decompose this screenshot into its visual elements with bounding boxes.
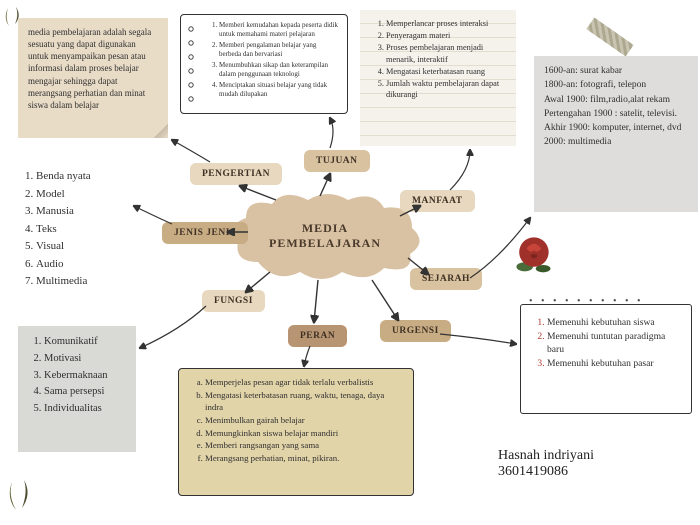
- mindmap-canvas: media pembelajaran adalah segala sesuatu…: [0, 0, 700, 525]
- arrows-svg: [0, 0, 700, 525]
- author-name: Hasnah indriyani: [498, 448, 594, 464]
- author-block: Hasnah indriyani 3601419086: [498, 448, 594, 480]
- author-id: 3601419086: [498, 464, 594, 480]
- leaf-icon: [4, 478, 34, 518]
